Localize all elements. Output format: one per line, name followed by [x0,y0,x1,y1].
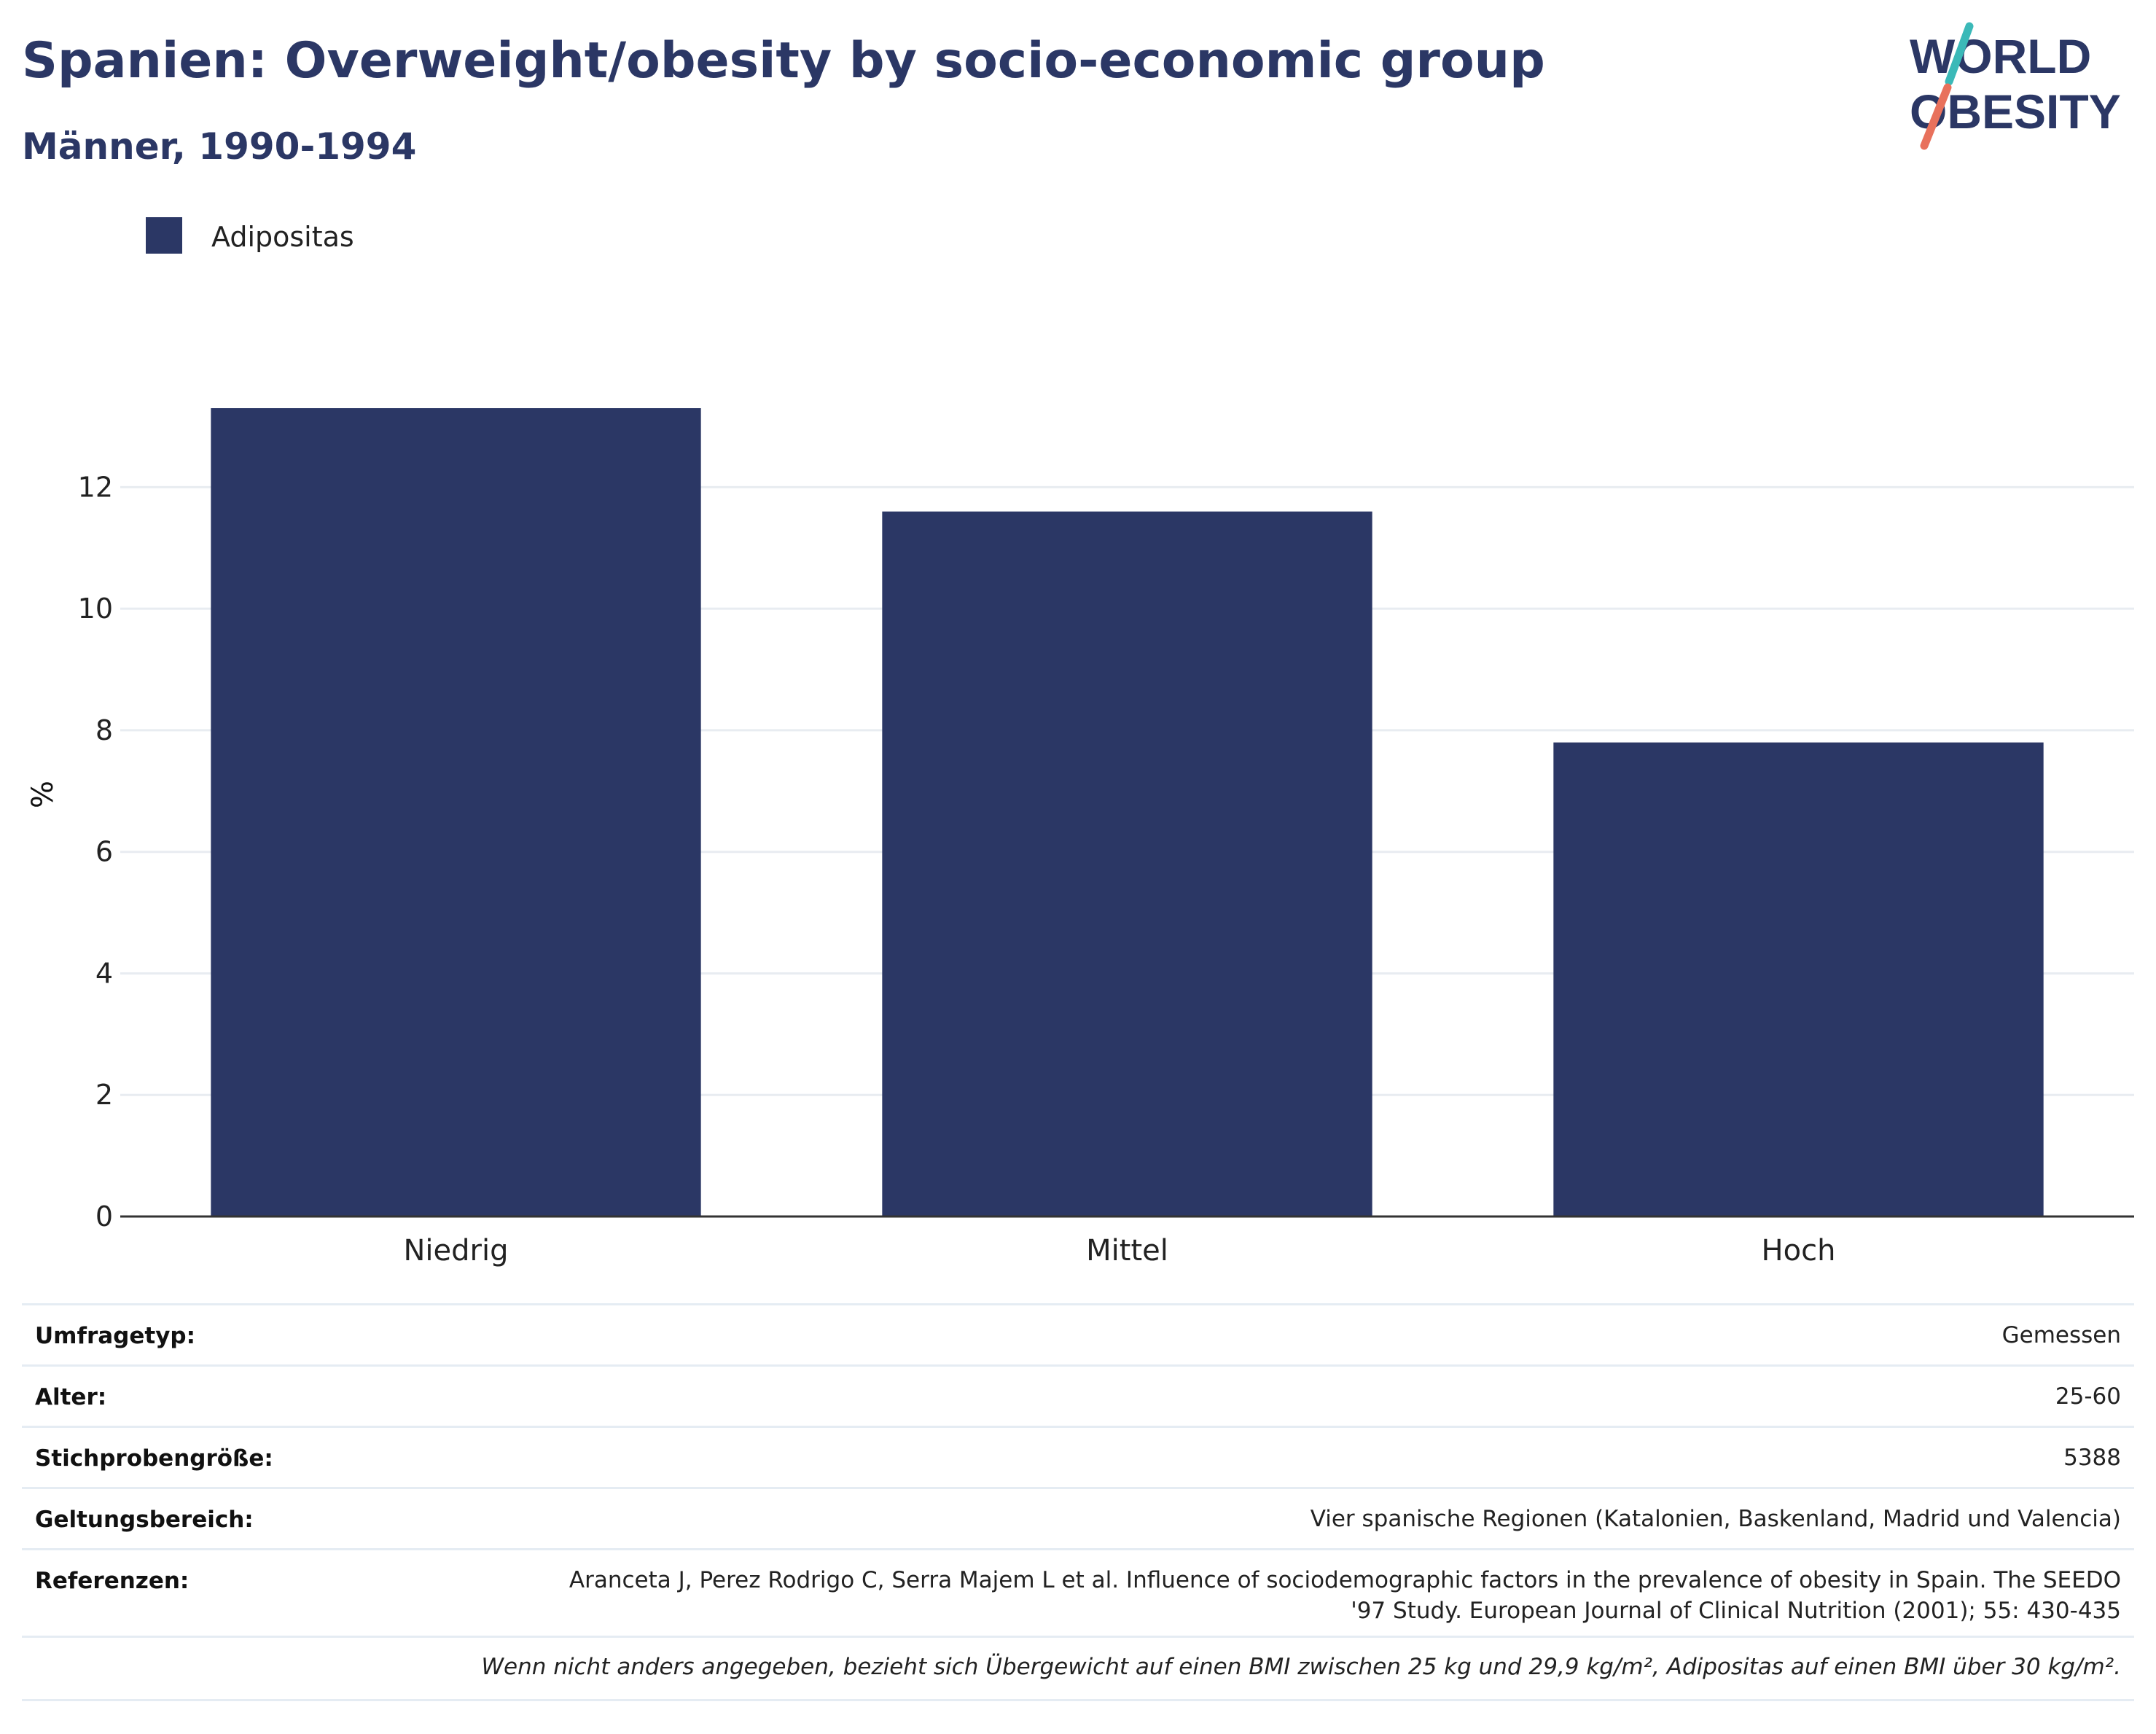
footnote-row: Wenn nicht anders angegeben, bezieht sic… [22,1636,2134,1701]
x-tick-label: Mittel [1086,1234,1168,1268]
bar-mittel[interactable] [882,511,1372,1216]
info-value: 5388 [2063,1445,2121,1471]
legend-swatch[interactable] [146,217,182,254]
info-value: Vier spanische Regionen (Katalonien, Bas… [1310,1506,2121,1532]
chart-bars [120,408,2134,1218]
info-label: Umfragetyp: [35,1323,195,1349]
info-label: Referenzen: [35,1568,190,1594]
y-tick-label: 6 [95,836,113,868]
bar-chart: Adipositas 0 2 4 6 8 10 12 Niedrig Mittel Hoch % [26,217,2134,1268]
info-row: Stichprobengröße: 5388 [22,1426,2134,1489]
x-axis-ticks: Niedrig Mittel Hoch [404,1234,1836,1268]
y-tick-label: 12 [78,471,113,503]
y-axis-label: % [26,781,60,808]
legend-label[interactable]: Adipositas [211,221,354,253]
logo-line1: WORLD [1910,29,2091,83]
info-label: Alter: [35,1384,107,1410]
chart-title: Spanien: Overweight/obesity by socio-eco… [22,32,1545,90]
y-tick-label: 4 [95,957,113,989]
info-value: Gemessen [2001,1322,2121,1348]
info-value: Aranceta J, Perez Rodrigo C, Serra Majem… [569,1565,2121,1626]
y-axis-ticks: 0 2 4 6 8 10 12 [78,471,113,1233]
logo-slash-bottom [1920,83,1952,150]
info-value-line: '97 Study. European Journal of Clinical … [1351,1598,2121,1624]
info-row: Referenzen: Aranceta J, Perez Rodrigo C, … [22,1548,2134,1638]
info-row: Geltungsbereich: Vier spanische Regionen … [22,1487,2134,1550]
info-value: 25-60 [2055,1383,2121,1410]
bar-niedrig[interactable] [211,408,701,1216]
info-label: Geltungsbereich: [35,1507,254,1533]
chart-subtitle: Männer, 1990-1994 [22,125,417,168]
footnote: Wenn nicht anders angegeben, bezieht sic… [481,1654,2121,1680]
y-tick-label: 0 [95,1200,113,1233]
chart-legend: Adipositas [146,217,354,254]
logo-slash-top [1945,22,1974,86]
y-tick-label: 8 [95,714,113,746]
info-label: Stichprobengröße: [35,1445,273,1472]
y-tick-label: 2 [95,1079,113,1111]
x-tick-label: Hoch [1762,1234,1836,1268]
world-obesity-logo: WORLD OBESITY [1910,22,2121,150]
info-row: Alter: 25-60 [22,1364,2134,1428]
info-row: Umfragetyp: Gemessen [22,1303,2134,1367]
bar-hoch[interactable] [1553,742,2044,1216]
info-value-line: Aranceta J, Perez Rodrigo C, Serra Majem… [569,1567,2121,1593]
y-tick-label: 10 [78,593,113,625]
x-tick-label: Niedrig [404,1234,509,1268]
